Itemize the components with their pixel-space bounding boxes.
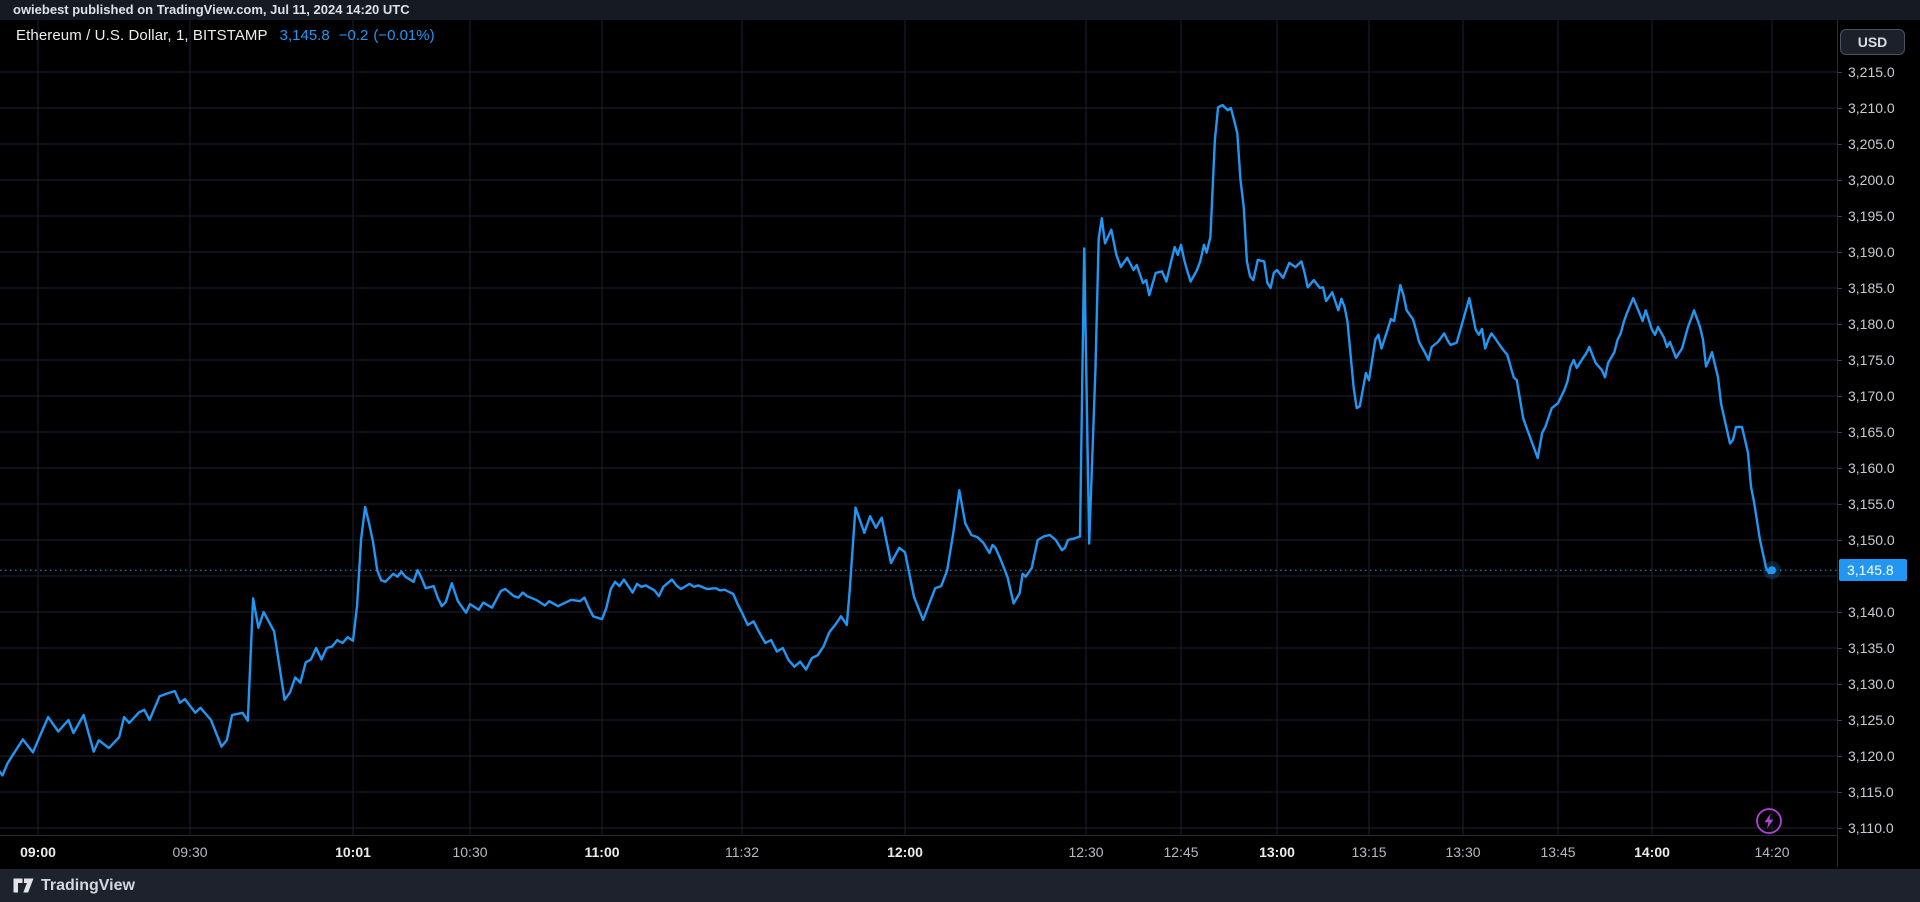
price-line-series <box>0 103 1774 777</box>
y-axis-tick <box>1838 288 1842 289</box>
y-axis-label: 3,210.0 <box>1848 100 1895 116</box>
y-axis-label: 3,170.0 <box>1848 388 1895 404</box>
chart-pane[interactable] <box>0 20 1837 835</box>
x-axis-label: 10:30 <box>452 844 488 860</box>
price-chart[interactable] <box>0 20 1837 835</box>
y-axis-tick <box>1838 72 1842 73</box>
y-axis-tick <box>1838 828 1842 829</box>
x-axis-label: 09:00 <box>20 844 56 860</box>
y-axis-tick <box>1838 108 1842 109</box>
y-axis-label: 3,175.0 <box>1848 352 1895 368</box>
x-axis-label: 13:30 <box>1445 844 1481 860</box>
x-axis-label: 09:30 <box>172 844 208 860</box>
currency-button[interactable]: USD <box>1840 29 1905 55</box>
y-axis-label: 3,200.0 <box>1848 172 1895 188</box>
y-axis-label: 3,150.0 <box>1848 532 1895 548</box>
y-axis-label: 3,180.0 <box>1848 316 1895 332</box>
y-axis-tick <box>1838 216 1842 217</box>
y-axis-label: 3,125.0 <box>1848 712 1895 728</box>
y-axis-tick <box>1838 720 1842 721</box>
x-axis-label: 14:20 <box>1754 844 1790 860</box>
y-axis-tick <box>1838 684 1842 685</box>
tradingview-logo-icon[interactable] <box>13 878 34 893</box>
lightning-icon <box>1756 808 1782 834</box>
y-axis-label: 3,215.0 <box>1848 64 1895 80</box>
chart-legend: Ethereum / U.S. Dollar, 1, BITSTAMP 3,14… <box>16 27 435 44</box>
x-axis-label: 13:15 <box>1351 844 1387 860</box>
y-axis-label: 3,135.0 <box>1848 640 1895 656</box>
y-axis-label: 3,190.0 <box>1848 244 1895 260</box>
last-price: 3,145.8 <box>279 27 330 44</box>
x-axis-label: 12:30 <box>1068 844 1104 860</box>
y-axis-tick <box>1838 792 1842 793</box>
y-axis-label: 3,205.0 <box>1848 136 1895 152</box>
price-axis[interactable]: 3,145.8 3,215.0 3,210.0 3,205.0 3,200.0 3,19… <box>1837 20 1920 867</box>
y-axis-tick <box>1838 504 1842 505</box>
y-axis-label: 3,130.0 <box>1848 676 1895 692</box>
y-axis-label: 3,115.0 <box>1848 784 1894 800</box>
y-axis-label: 3,160.0 <box>1848 460 1895 476</box>
y-axis-label: 3,195.0 <box>1848 208 1895 224</box>
x-axis-label: 12:45 <box>1163 844 1199 860</box>
y-axis-label: 3,155.0 <box>1848 496 1895 512</box>
y-axis-tick <box>1838 432 1842 433</box>
x-axis-label: 13:45 <box>1540 844 1576 860</box>
y-axis-tick <box>1838 324 1842 325</box>
y-axis-tick <box>1838 252 1842 253</box>
price-change: −0.2 <box>338 27 369 44</box>
x-axis-label: 12:00 <box>887 844 923 860</box>
y-axis-label: 3,140.0 <box>1848 604 1895 620</box>
x-axis-label: 13:00 <box>1259 844 1295 860</box>
y-axis-tick <box>1838 180 1842 181</box>
publish-bar: owiebest published on TradingView.com, J… <box>0 0 1920 20</box>
time-axis[interactable]: 09:00 09:30 10:01 10:30 11:00 11:32 12:00 12:30… <box>0 835 1837 867</box>
y-axis-label: 3,110.0 <box>1848 820 1894 836</box>
y-axis-tick <box>1838 540 1842 541</box>
y-axis-tick <box>1838 756 1842 757</box>
x-axis-label: 11:32 <box>725 844 759 860</box>
x-axis-label: 14:00 <box>1634 844 1670 860</box>
lightning-button[interactable] <box>1755 807 1783 835</box>
current-price-label: 3,145.8 <box>1839 559 1907 582</box>
y-axis-tick <box>1838 144 1842 145</box>
footer: TradingView <box>0 869 1920 902</box>
y-axis-tick <box>1838 468 1842 469</box>
y-axis-label: 3,120.0 <box>1848 748 1895 764</box>
y-axis-label: 3,165.0 <box>1848 424 1895 440</box>
x-axis-label: 10:01 <box>335 844 371 860</box>
y-axis-tick <box>1838 612 1842 613</box>
last-point-dot <box>1768 566 1776 575</box>
publish-text: owiebest published on TradingView.com, J… <box>13 2 410 17</box>
brand-name[interactable]: TradingView <box>41 876 135 894</box>
x-axis-label: 11:00 <box>584 844 620 860</box>
y-axis-tick <box>1838 396 1842 397</box>
y-axis-tick <box>1838 648 1842 649</box>
y-axis-label: 3,185.0 <box>1848 280 1895 296</box>
y-axis-tick <box>1838 360 1842 361</box>
symbol-title: Ethereum / U.S. Dollar, 1, BITSTAMP <box>16 27 268 44</box>
price-change-percent: (−0.01%) <box>373 27 435 44</box>
